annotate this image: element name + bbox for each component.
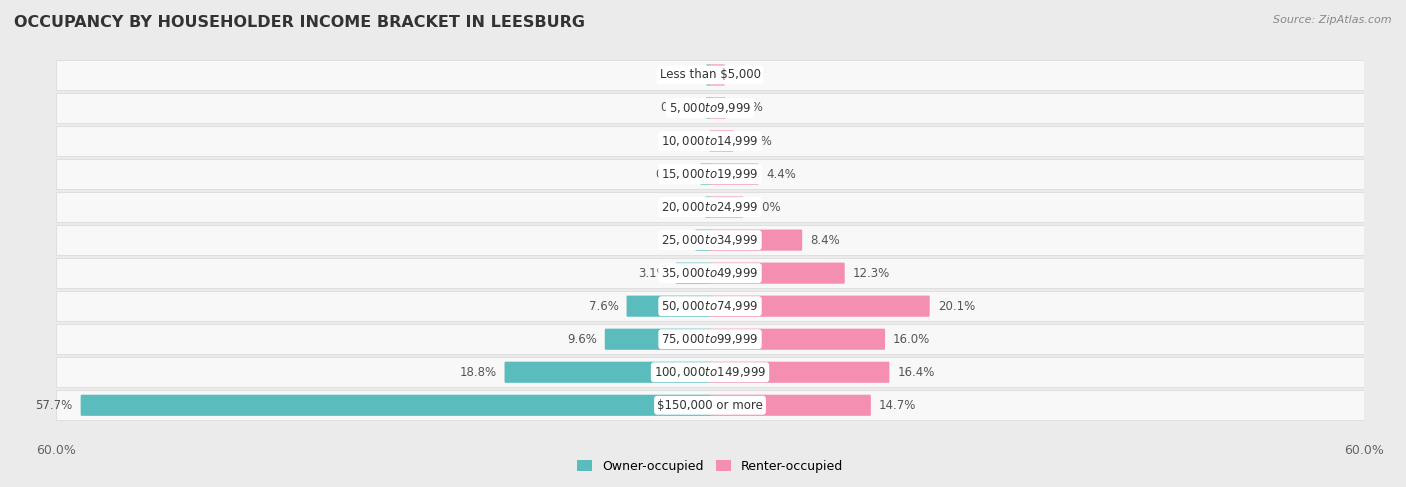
- Text: OCCUPANCY BY HOUSEHOLDER INCOME BRACKET IN LEESBURG: OCCUPANCY BY HOUSEHOLDER INCOME BRACKET …: [14, 15, 585, 30]
- Text: 0.29%: 0.29%: [661, 69, 699, 81]
- Text: 3.0%: 3.0%: [751, 201, 782, 214]
- Text: 0.0%: 0.0%: [672, 134, 702, 148]
- FancyBboxPatch shape: [627, 296, 710, 317]
- FancyBboxPatch shape: [710, 229, 803, 251]
- Text: $5,000 to $9,999: $5,000 to $9,999: [669, 101, 751, 115]
- Text: 57.7%: 57.7%: [35, 399, 73, 412]
- Text: 16.0%: 16.0%: [893, 333, 931, 346]
- Text: 3.1%: 3.1%: [638, 267, 668, 280]
- FancyBboxPatch shape: [710, 329, 884, 350]
- Text: $10,000 to $14,999: $10,000 to $14,999: [661, 134, 759, 148]
- Text: Source: ZipAtlas.com: Source: ZipAtlas.com: [1274, 15, 1392, 25]
- FancyBboxPatch shape: [676, 262, 710, 284]
- Text: 0.83%: 0.83%: [655, 168, 692, 181]
- Bar: [56, 60, 1364, 90]
- Bar: [56, 324, 1364, 355]
- FancyBboxPatch shape: [710, 64, 725, 86]
- Text: 0.4%: 0.4%: [668, 201, 697, 214]
- FancyBboxPatch shape: [704, 197, 710, 218]
- Text: $100,000 to $149,999: $100,000 to $149,999: [654, 365, 766, 379]
- Legend: Owner-occupied, Renter-occupied: Owner-occupied, Renter-occupied: [572, 455, 848, 478]
- Text: $75,000 to $99,999: $75,000 to $99,999: [661, 332, 759, 346]
- Text: 1.4%: 1.4%: [734, 101, 763, 114]
- FancyBboxPatch shape: [710, 164, 759, 185]
- Bar: [56, 192, 1364, 222]
- Text: $150,000 or more: $150,000 or more: [657, 399, 763, 412]
- FancyBboxPatch shape: [710, 296, 929, 317]
- Text: 1.3%: 1.3%: [733, 69, 762, 81]
- Text: $50,000 to $74,999: $50,000 to $74,999: [661, 299, 759, 313]
- Text: 18.8%: 18.8%: [460, 366, 496, 379]
- FancyBboxPatch shape: [710, 131, 734, 151]
- FancyBboxPatch shape: [710, 394, 870, 416]
- Text: $25,000 to $34,999: $25,000 to $34,999: [661, 233, 759, 247]
- Bar: [56, 93, 1364, 123]
- Text: 4.4%: 4.4%: [766, 168, 797, 181]
- Text: 9.6%: 9.6%: [567, 333, 596, 346]
- Text: 20.1%: 20.1%: [938, 300, 974, 313]
- Text: 1.3%: 1.3%: [658, 234, 688, 246]
- Text: 16.4%: 16.4%: [897, 366, 935, 379]
- Text: 12.3%: 12.3%: [853, 267, 890, 280]
- Text: 7.6%: 7.6%: [589, 300, 619, 313]
- FancyBboxPatch shape: [710, 262, 845, 284]
- FancyBboxPatch shape: [695, 229, 710, 251]
- FancyBboxPatch shape: [706, 97, 710, 118]
- Text: $20,000 to $24,999: $20,000 to $24,999: [661, 200, 759, 214]
- FancyBboxPatch shape: [80, 394, 710, 416]
- FancyBboxPatch shape: [505, 362, 710, 383]
- Bar: [56, 258, 1364, 288]
- Bar: [56, 390, 1364, 420]
- FancyBboxPatch shape: [605, 329, 710, 350]
- Bar: [56, 291, 1364, 321]
- Text: 2.1%: 2.1%: [741, 134, 772, 148]
- FancyBboxPatch shape: [706, 64, 710, 86]
- Bar: [56, 126, 1364, 156]
- FancyBboxPatch shape: [710, 97, 725, 118]
- Bar: [56, 159, 1364, 189]
- Bar: [56, 357, 1364, 388]
- Bar: [56, 225, 1364, 255]
- Text: $15,000 to $19,999: $15,000 to $19,999: [661, 167, 759, 181]
- Text: Less than $5,000: Less than $5,000: [659, 69, 761, 81]
- FancyBboxPatch shape: [710, 197, 744, 218]
- Text: $35,000 to $49,999: $35,000 to $49,999: [661, 266, 759, 280]
- Text: 0.34%: 0.34%: [661, 101, 697, 114]
- Text: 14.7%: 14.7%: [879, 399, 917, 412]
- Text: 8.4%: 8.4%: [810, 234, 839, 246]
- FancyBboxPatch shape: [710, 362, 890, 383]
- FancyBboxPatch shape: [700, 164, 710, 185]
